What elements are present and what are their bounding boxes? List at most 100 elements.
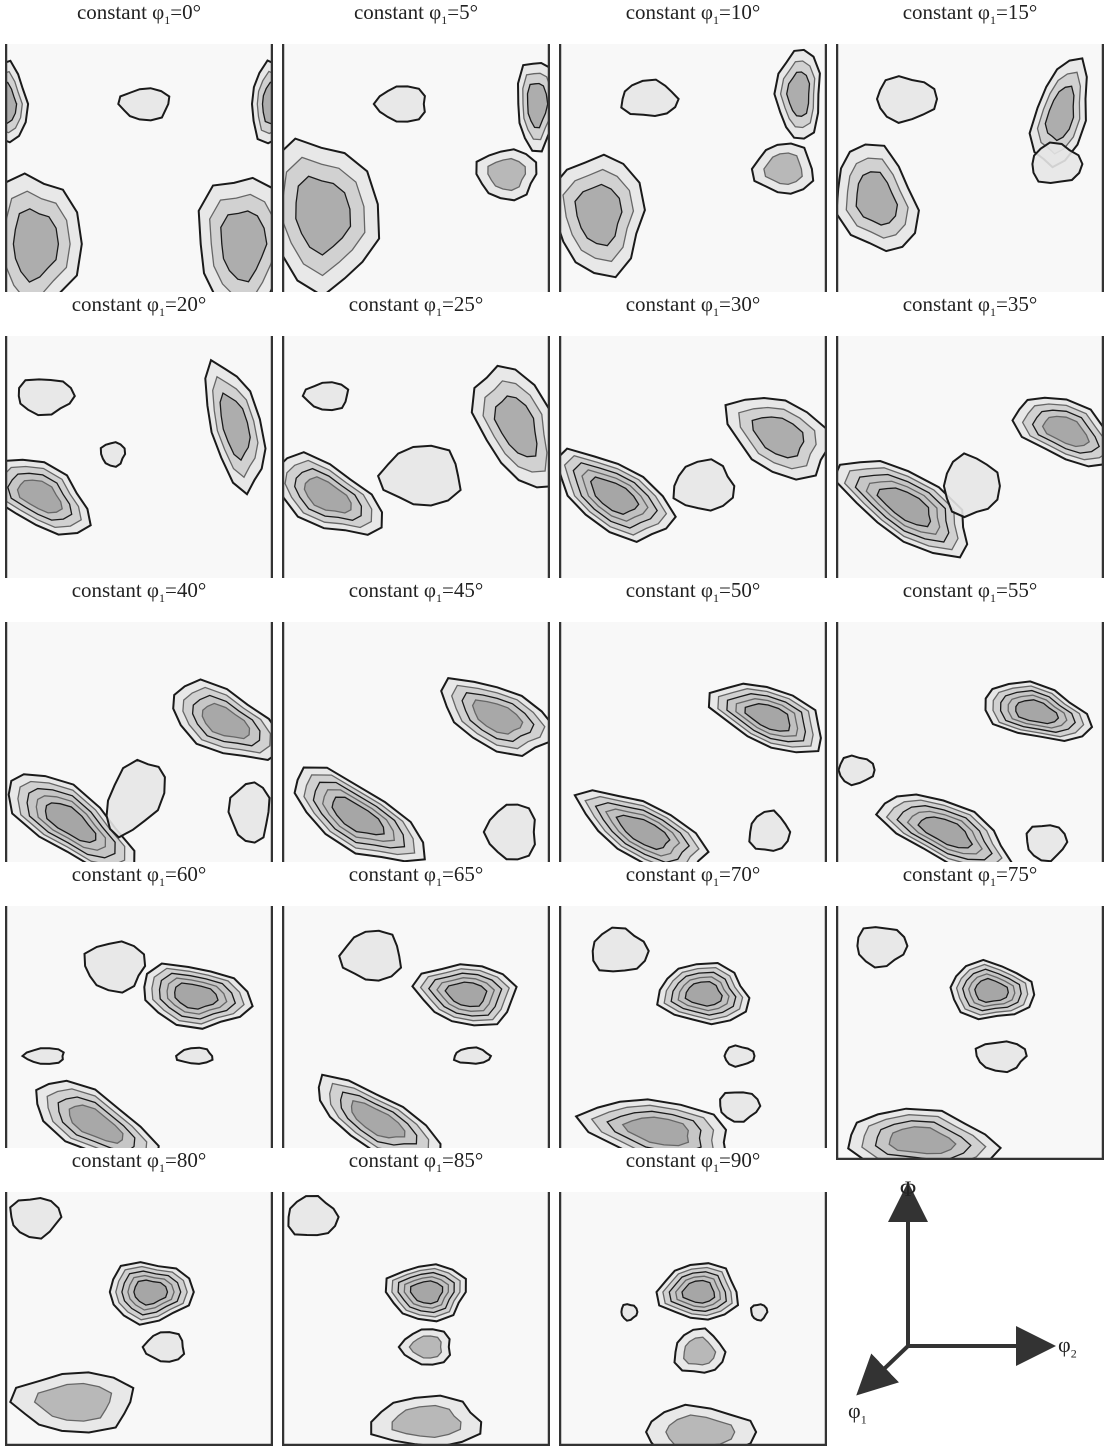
panel-label-value: =0° xyxy=(170,0,201,24)
phi2-axis-label-subscript: 2 xyxy=(1071,1346,1077,1360)
panel-label-value: =40° xyxy=(165,578,206,602)
panel-label-value: =50° xyxy=(719,578,760,602)
panel-label-prefix: constant φ xyxy=(349,578,436,602)
odf-section-panel: constant φ1=15° xyxy=(836,0,1104,298)
panel-label-prefix: constant φ xyxy=(626,292,713,316)
panel-label: constant φ1=25° xyxy=(282,292,550,316)
odf-section-panel: constant φ1=70° xyxy=(559,862,827,1160)
contour-plot xyxy=(559,622,827,876)
odf-section-panel: constant φ1=10° xyxy=(559,0,827,298)
panel-label: constant φ1=65° xyxy=(282,862,550,886)
panel-label-prefix: constant φ xyxy=(72,578,159,602)
panel-label-value: =85° xyxy=(442,1148,483,1172)
contour-plot xyxy=(836,906,1104,1160)
odf-section-panel: constant φ1=80° xyxy=(5,1148,273,1446)
panel-label: constant φ1=15° xyxy=(836,0,1104,24)
odf-section-panel: constant φ1=45° xyxy=(282,578,550,876)
panel-label: constant φ1=10° xyxy=(559,0,827,24)
panel-label: constant φ1=75° xyxy=(836,862,1104,886)
contour-plot xyxy=(836,44,1104,298)
phi-axis-label: Φ xyxy=(900,1176,916,1202)
odf-section-panel: constant φ1=5° xyxy=(282,0,550,298)
panel-label-prefix: constant φ xyxy=(349,862,436,886)
panel-label-value: =10° xyxy=(719,0,760,24)
contour-plot xyxy=(282,44,550,298)
panel-label-prefix: constant φ xyxy=(77,0,164,24)
contour-plot xyxy=(5,622,273,876)
panel-label-value: =65° xyxy=(442,862,483,886)
phi1-axis-label-symbol: φ xyxy=(848,1398,861,1423)
panel-label-prefix: constant φ xyxy=(626,0,713,24)
odf-section-panel: constant φ1=60° xyxy=(5,862,273,1160)
contour-plot xyxy=(559,1192,827,1446)
contour-plot xyxy=(836,622,1104,876)
odf-section-panel: constant φ1=40° xyxy=(5,578,273,876)
contour-plot xyxy=(5,336,273,590)
panel-label-value: =25° xyxy=(442,292,483,316)
panel-label-value: =60° xyxy=(165,862,206,886)
panel-label-prefix: constant φ xyxy=(626,578,713,602)
panel-label-value: =5° xyxy=(447,0,478,24)
phi2-axis-label: φ2 xyxy=(1058,1332,1077,1361)
panel-label: constant φ1=45° xyxy=(282,578,550,602)
contour-plot xyxy=(5,1192,273,1446)
contour-plot xyxy=(559,906,827,1160)
contour-plot xyxy=(282,906,550,1160)
odf-section-panel: constant φ1=0° xyxy=(5,0,273,298)
phi1-axis-label: φ1 xyxy=(848,1398,867,1427)
panel-label-prefix: constant φ xyxy=(903,0,990,24)
panel-label-value: =30° xyxy=(719,292,760,316)
contour-plot xyxy=(5,906,273,1160)
contour-plot xyxy=(282,622,550,876)
phi1-axis-label-subscript: 1 xyxy=(861,1412,867,1426)
panel-label-prefix: constant φ xyxy=(903,578,990,602)
odf-section-panel: constant φ1=55° xyxy=(836,578,1104,876)
panel-label-value: =45° xyxy=(442,578,483,602)
panel-label: constant φ1=0° xyxy=(5,0,273,24)
panel-label: constant φ1=5° xyxy=(282,0,550,24)
panel-label: constant φ1=60° xyxy=(5,862,273,886)
panel-label-value: =55° xyxy=(996,578,1037,602)
contour-plot xyxy=(282,1192,550,1446)
contour-line xyxy=(101,442,125,467)
panel-label: constant φ1=50° xyxy=(559,578,827,602)
panel-label: constant φ1=90° xyxy=(559,1148,827,1172)
panel-label-value: =75° xyxy=(996,862,1037,886)
panel-label-prefix: constant φ xyxy=(626,1148,713,1172)
panel-label-prefix: constant φ xyxy=(72,862,159,886)
contour-plot xyxy=(282,336,550,590)
phi2-axis-label-symbol: φ xyxy=(1058,1332,1071,1357)
contour-plot xyxy=(836,336,1104,590)
panel-label-value: =90° xyxy=(719,1148,760,1172)
panel-label-value: =20° xyxy=(165,292,206,316)
euler-axes-key: Φφ2 φ1 xyxy=(832,1168,1107,1449)
odf-section-panel: constant φ1=75° xyxy=(836,862,1104,1160)
contour-plot xyxy=(5,44,273,298)
odf-section-panel: constant φ1=85° xyxy=(282,1148,550,1446)
contour-plot xyxy=(559,44,827,298)
odf-section-panel: constant φ1=20° xyxy=(5,292,273,590)
panel-label: constant φ1=55° xyxy=(836,578,1104,602)
panel-label-value: =80° xyxy=(165,1148,206,1172)
panel-label-value: =35° xyxy=(996,292,1037,316)
phi1-axis-arrow xyxy=(862,1346,908,1390)
odf-section-panel: constant φ1=90° xyxy=(559,1148,827,1446)
phi-axis-label-symbol: Φ xyxy=(900,1176,916,1201)
odf-section-panel: constant φ1=30° xyxy=(559,292,827,590)
panel-label-prefix: constant φ xyxy=(903,292,990,316)
contour-plot xyxy=(559,336,827,590)
panel-label-prefix: constant φ xyxy=(349,292,436,316)
panel-label-value: =70° xyxy=(719,862,760,886)
panel-label: constant φ1=40° xyxy=(5,578,273,602)
odf-section-panel: constant φ1=50° xyxy=(559,578,827,876)
odf-section-panel: constant φ1=65° xyxy=(282,862,550,1160)
panel-label: constant φ1=85° xyxy=(282,1148,550,1172)
panel-label-prefix: constant φ xyxy=(72,1148,159,1172)
panel-label-prefix: constant φ xyxy=(626,862,713,886)
panel-label: constant φ1=80° xyxy=(5,1148,273,1172)
panel-label-prefix: constant φ xyxy=(349,1148,436,1172)
panel-label-prefix: constant φ xyxy=(903,862,990,886)
panel-label: constant φ1=30° xyxy=(559,292,827,316)
panel-label: constant φ1=70° xyxy=(559,862,827,886)
